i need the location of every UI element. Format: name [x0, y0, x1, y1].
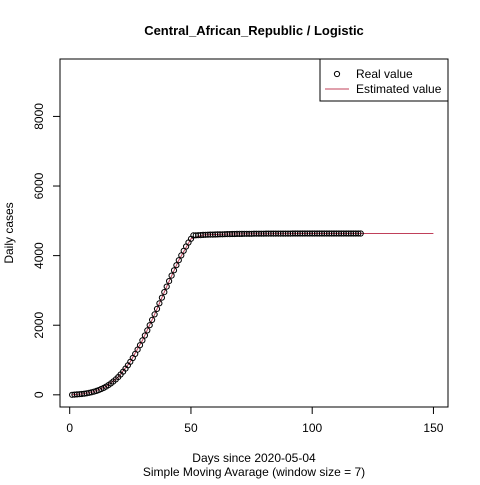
x-axis-sublabel: Simple Moving Avarage (window size = 7)	[143, 465, 365, 479]
y-tick-label: 4000	[32, 242, 46, 269]
chart-title: Central_African_Republic / Logistic	[144, 23, 364, 38]
legend-estimated-value-label: Estimated value	[356, 82, 442, 96]
x-tick-label: 0	[66, 421, 73, 435]
y-tick-label: 8000	[32, 103, 46, 130]
x-tick-label: 50	[184, 421, 198, 435]
x-tick-label: 150	[423, 421, 443, 435]
y-tick-label: 2000	[32, 312, 46, 339]
y-axis: 0 2000 4000 6000 8000	[32, 103, 60, 398]
legend: Real value Estimated value	[320, 59, 448, 101]
y-axis-label: Daily cases	[2, 202, 16, 263]
legend-real-value-label: Real value	[356, 67, 413, 81]
y-tick-label: 6000	[32, 172, 46, 199]
x-axis-label: Days since 2020-05-04	[192, 451, 316, 465]
real-series	[70, 231, 364, 398]
y-tick-label: 0	[32, 391, 46, 398]
x-tick-label: 100	[302, 421, 322, 435]
x-axis: 0 50 100 150	[66, 407, 443, 435]
